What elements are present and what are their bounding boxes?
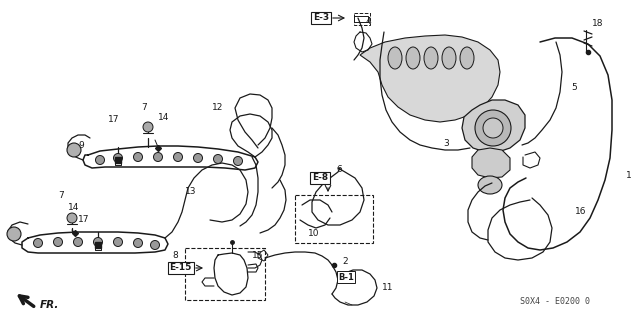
Text: 13: 13 (185, 187, 196, 196)
Bar (295, 195, 373, 243)
Ellipse shape (442, 47, 456, 69)
Ellipse shape (406, 47, 420, 69)
Text: 16: 16 (575, 206, 586, 216)
Circle shape (54, 238, 63, 247)
Circle shape (475, 110, 511, 146)
Text: FR.: FR. (40, 300, 60, 310)
Circle shape (67, 143, 81, 157)
Circle shape (234, 157, 243, 166)
Circle shape (154, 152, 163, 161)
Text: 9: 9 (78, 140, 84, 150)
Text: 2: 2 (342, 256, 348, 265)
Text: 17: 17 (108, 115, 120, 124)
Circle shape (214, 154, 223, 164)
Text: 10: 10 (308, 229, 319, 239)
Text: 14: 14 (158, 114, 170, 122)
Ellipse shape (460, 47, 474, 69)
Text: 8: 8 (172, 251, 178, 261)
Text: 7: 7 (141, 102, 147, 112)
Circle shape (33, 239, 42, 248)
Bar (185, 248, 265, 300)
Text: 1: 1 (626, 170, 632, 180)
Circle shape (67, 213, 77, 223)
Text: 18: 18 (592, 19, 604, 28)
Circle shape (483, 118, 503, 138)
Text: 12: 12 (212, 102, 223, 112)
Text: 11: 11 (382, 284, 394, 293)
Circle shape (113, 153, 122, 162)
Text: E-3: E-3 (313, 13, 329, 23)
Ellipse shape (388, 47, 402, 69)
Text: 3: 3 (443, 138, 449, 147)
Ellipse shape (424, 47, 438, 69)
Text: 15: 15 (252, 250, 264, 259)
Bar (354, 13, 370, 25)
Circle shape (134, 152, 143, 161)
Circle shape (93, 238, 102, 247)
Polygon shape (360, 35, 500, 122)
Text: 7: 7 (58, 190, 64, 199)
Ellipse shape (478, 176, 502, 194)
Text: 14: 14 (68, 203, 79, 211)
Circle shape (134, 239, 143, 248)
Circle shape (74, 238, 83, 247)
Circle shape (113, 238, 122, 247)
Polygon shape (462, 100, 525, 152)
Circle shape (95, 155, 104, 165)
Text: 5: 5 (571, 84, 577, 93)
Circle shape (193, 153, 202, 162)
Text: 4: 4 (366, 18, 372, 26)
Text: E-8: E-8 (312, 174, 328, 182)
Circle shape (143, 122, 153, 132)
Polygon shape (472, 148, 510, 178)
Circle shape (173, 152, 182, 161)
Text: 6: 6 (336, 166, 342, 174)
Text: 17: 17 (78, 216, 90, 225)
Circle shape (150, 241, 159, 249)
Text: E-15: E-15 (170, 263, 192, 272)
Text: B-1: B-1 (338, 272, 354, 281)
Text: S0X4 - E0200 0: S0X4 - E0200 0 (520, 298, 590, 307)
Circle shape (7, 227, 21, 241)
